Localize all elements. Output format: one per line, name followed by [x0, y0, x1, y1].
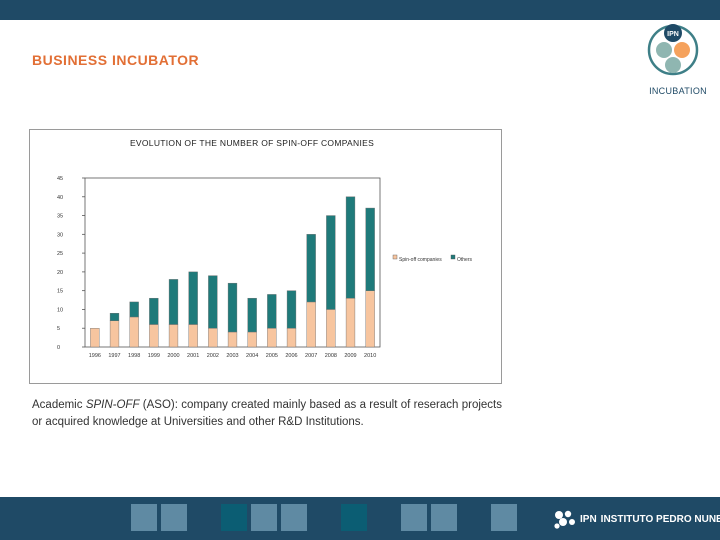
footer-square — [251, 504, 277, 531]
x-tick-label: 2007 — [305, 353, 317, 359]
x-tick-label: 2004 — [246, 353, 258, 359]
chart-frame: EVOLUTION OF THE NUMBER OF SPIN-OFF COMP… — [29, 129, 502, 384]
footer-square — [491, 504, 517, 531]
legend-label: Others — [457, 257, 473, 263]
top-bar — [0, 0, 720, 20]
x-tick-label: 2008 — [325, 353, 337, 359]
legend-swatch — [450, 254, 456, 260]
x-tick-label: 2010 — [364, 353, 376, 359]
bar-spin-off — [129, 316, 139, 348]
bar-others — [306, 234, 316, 303]
x-tick-label: 1999 — [148, 353, 160, 359]
x-tick-label: 2003 — [226, 353, 238, 359]
logo-text: IPN — [667, 31, 679, 38]
bar-spin-off — [168, 324, 179, 348]
bar-others — [168, 279, 179, 325]
chart-legend: Spin-off companies Others — [392, 254, 473, 263]
x-tick-label: 1998 — [128, 353, 140, 359]
bar-spin-off — [267, 328, 277, 348]
x-tick-label: 2009 — [344, 353, 356, 359]
bar-spin-off — [247, 331, 257, 348]
bar-others — [227, 282, 238, 333]
footer-square — [281, 504, 307, 531]
y-tick-label: 0 — [57, 345, 60, 351]
footer-square — [131, 504, 157, 531]
footer-square — [401, 504, 427, 531]
caption-prefix: Academic — [32, 399, 86, 411]
bar-spin-off — [345, 297, 356, 348]
x-tick-label: 2006 — [285, 353, 297, 359]
bar-others — [365, 207, 375, 291]
bar-others — [109, 312, 120, 321]
footer-brand-short: IPN — [580, 514, 597, 525]
caption-emphasis: SPIN-OFF — [85, 399, 140, 411]
x-tick-label: 2000 — [167, 353, 179, 359]
bar-others — [188, 271, 198, 325]
footer-brand: IPN INSTITUTO PEDRO NUNES — [580, 514, 720, 525]
bar-others — [326, 215, 336, 310]
x-tick-label: 1997 — [108, 353, 120, 359]
y-tick-label: 40 — [57, 195, 63, 201]
bar-spin-off — [90, 328, 100, 348]
plot-area: 0 5 10 15 20 25 30 35 40 45 1996 1997 1998 1999 2000 20… — [57, 176, 381, 359]
bar-spin-off — [306, 301, 316, 348]
footer-square — [431, 504, 457, 531]
bar-others — [247, 297, 257, 333]
x-tick-label: 2005 — [266, 353, 278, 359]
bar-others — [149, 297, 159, 325]
y-tick-label: 35 — [57, 214, 63, 220]
footer-square — [161, 504, 187, 531]
legend-label: Spin-off companies — [399, 257, 442, 263]
footer-square — [221, 504, 247, 531]
ipn-logo-icon: IPN — [647, 24, 699, 76]
caption-rest: (ASO): company created mainly based as a… — [32, 399, 502, 428]
legend-swatch — [392, 254, 398, 260]
y-tick-label: 25 — [57, 251, 63, 257]
logo-caption: INCUBATION — [649, 86, 707, 96]
x-tick-label: 2002 — [207, 353, 219, 359]
bar-others — [208, 275, 218, 329]
chart-title: EVOLUTION OF THE NUMBER OF SPIN-OFF COMP… — [130, 138, 374, 148]
bar-spin-off — [227, 331, 238, 348]
bar-spin-off — [326, 309, 336, 348]
bar-spin-off — [286, 328, 297, 348]
bar-spin-off — [149, 324, 159, 348]
caption-text: Academic SPIN-OFF (ASO): company created… — [32, 397, 502, 431]
bar-others — [345, 196, 356, 299]
page-title: BUSINESS INCUBATOR — [32, 52, 200, 68]
y-tick-label: 45 — [57, 176, 63, 182]
x-tick-label: 1996 — [89, 353, 101, 359]
y-tick-label: 10 — [57, 307, 63, 313]
footer-square — [341, 504, 367, 531]
spin-off-chart: EVOLUTION OF THE NUMBER OF SPIN-OFF COMP… — [57, 138, 473, 359]
bar-others — [129, 301, 139, 318]
x-tick-label: 2001 — [187, 353, 199, 359]
bar-spin-off — [208, 328, 218, 348]
ipn-footer-logo-icon — [554, 510, 575, 529]
footer-brand-full: INSTITUTO PEDRO NUNES — [600, 514, 720, 525]
y-tick-label: 20 — [57, 270, 63, 276]
y-tick-label: 15 — [57, 289, 63, 295]
bar-spin-off — [188, 324, 198, 348]
bar-others — [286, 290, 297, 329]
y-tick-label: 5 — [57, 326, 60, 332]
bar-others — [267, 294, 277, 329]
bar-spin-off — [109, 320, 120, 348]
y-tick-label: 30 — [57, 232, 63, 238]
bar-spin-off — [365, 290, 375, 348]
